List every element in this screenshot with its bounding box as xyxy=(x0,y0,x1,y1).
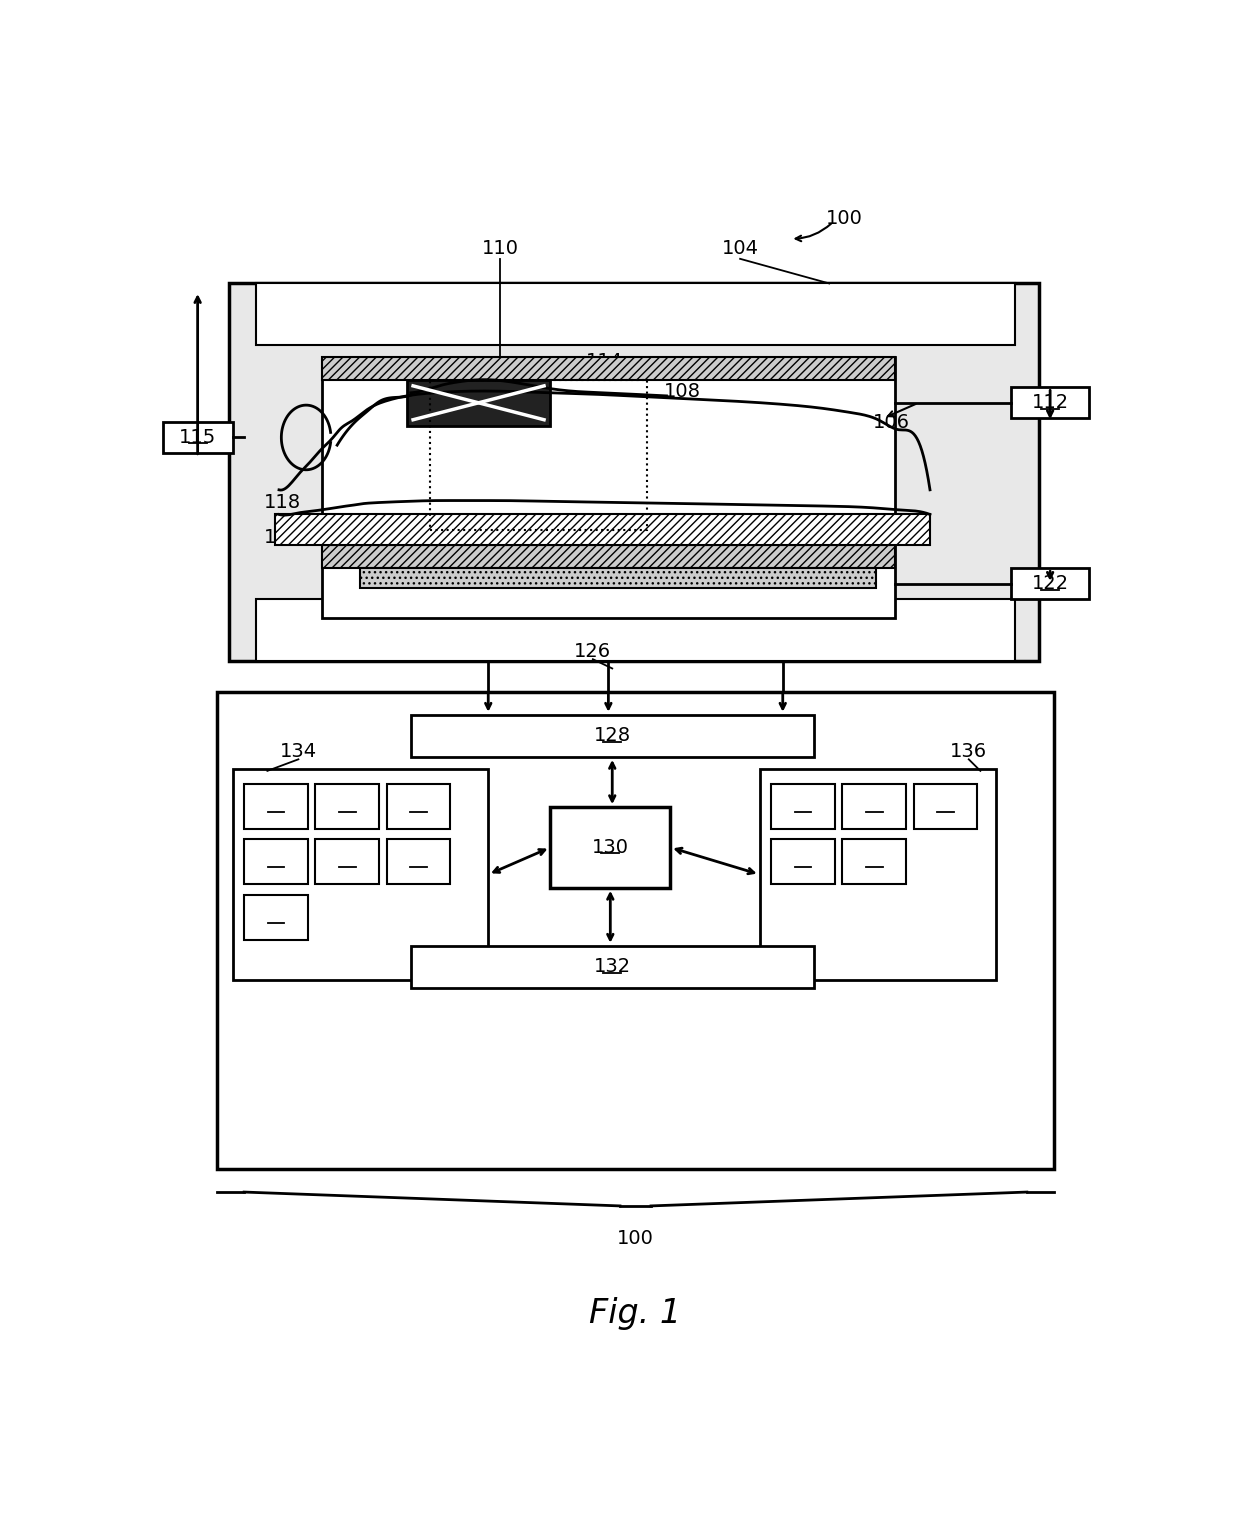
Text: 160: 160 xyxy=(786,798,820,816)
Text: 104: 104 xyxy=(722,240,759,258)
Bar xyxy=(244,895,308,940)
Bar xyxy=(914,784,977,828)
Bar xyxy=(410,946,813,989)
Text: 140: 140 xyxy=(259,798,293,816)
Text: Fig. 1: Fig. 1 xyxy=(589,1297,682,1331)
Text: 100: 100 xyxy=(618,1229,653,1248)
Bar xyxy=(387,784,450,828)
Bar xyxy=(361,568,875,588)
Bar xyxy=(759,769,996,981)
Text: 132: 132 xyxy=(594,958,631,976)
Text: 120: 120 xyxy=(264,529,301,547)
Text: 142: 142 xyxy=(330,798,365,816)
Text: 146: 146 xyxy=(259,853,293,871)
Text: 100: 100 xyxy=(826,208,863,228)
Bar xyxy=(233,769,489,981)
Text: 162: 162 xyxy=(857,798,892,816)
Bar xyxy=(321,545,895,568)
Bar xyxy=(1012,388,1089,419)
Text: 118: 118 xyxy=(264,494,301,512)
Bar xyxy=(162,422,233,452)
Bar xyxy=(407,380,551,426)
Bar xyxy=(410,715,813,756)
Bar xyxy=(244,839,308,885)
Text: 114: 114 xyxy=(587,353,622,371)
Bar xyxy=(551,807,671,888)
Bar xyxy=(387,839,450,885)
Bar xyxy=(321,356,895,619)
Text: 108: 108 xyxy=(663,382,701,400)
Text: 164: 164 xyxy=(929,798,962,816)
Text: 115: 115 xyxy=(179,428,216,448)
Bar xyxy=(255,284,1016,345)
Bar xyxy=(244,784,308,828)
Text: 134: 134 xyxy=(280,743,317,761)
Bar xyxy=(255,599,1016,660)
Text: 110: 110 xyxy=(481,240,518,258)
Text: 144: 144 xyxy=(402,798,435,816)
Text: 130: 130 xyxy=(591,837,629,857)
Bar xyxy=(430,380,647,530)
Text: 126: 126 xyxy=(574,642,611,662)
Text: 128: 128 xyxy=(594,726,631,746)
Bar xyxy=(315,784,379,828)
Bar xyxy=(771,784,835,828)
Bar xyxy=(842,839,906,885)
Bar xyxy=(217,692,1054,1169)
Text: 106: 106 xyxy=(873,413,910,431)
Text: 112: 112 xyxy=(1032,393,1069,413)
Bar xyxy=(1012,568,1089,599)
Text: 136: 136 xyxy=(950,743,987,761)
Text: 150: 150 xyxy=(402,853,435,871)
Text: 152: 152 xyxy=(259,908,293,926)
Bar xyxy=(315,839,379,885)
Bar xyxy=(771,839,835,885)
Bar xyxy=(321,356,895,380)
Text: 168: 168 xyxy=(857,853,892,871)
Text: 122: 122 xyxy=(1032,575,1069,593)
Bar xyxy=(842,784,906,828)
Text: 148: 148 xyxy=(330,853,365,871)
Bar xyxy=(275,515,930,545)
Bar xyxy=(228,284,1039,660)
Text: 166: 166 xyxy=(786,853,820,871)
